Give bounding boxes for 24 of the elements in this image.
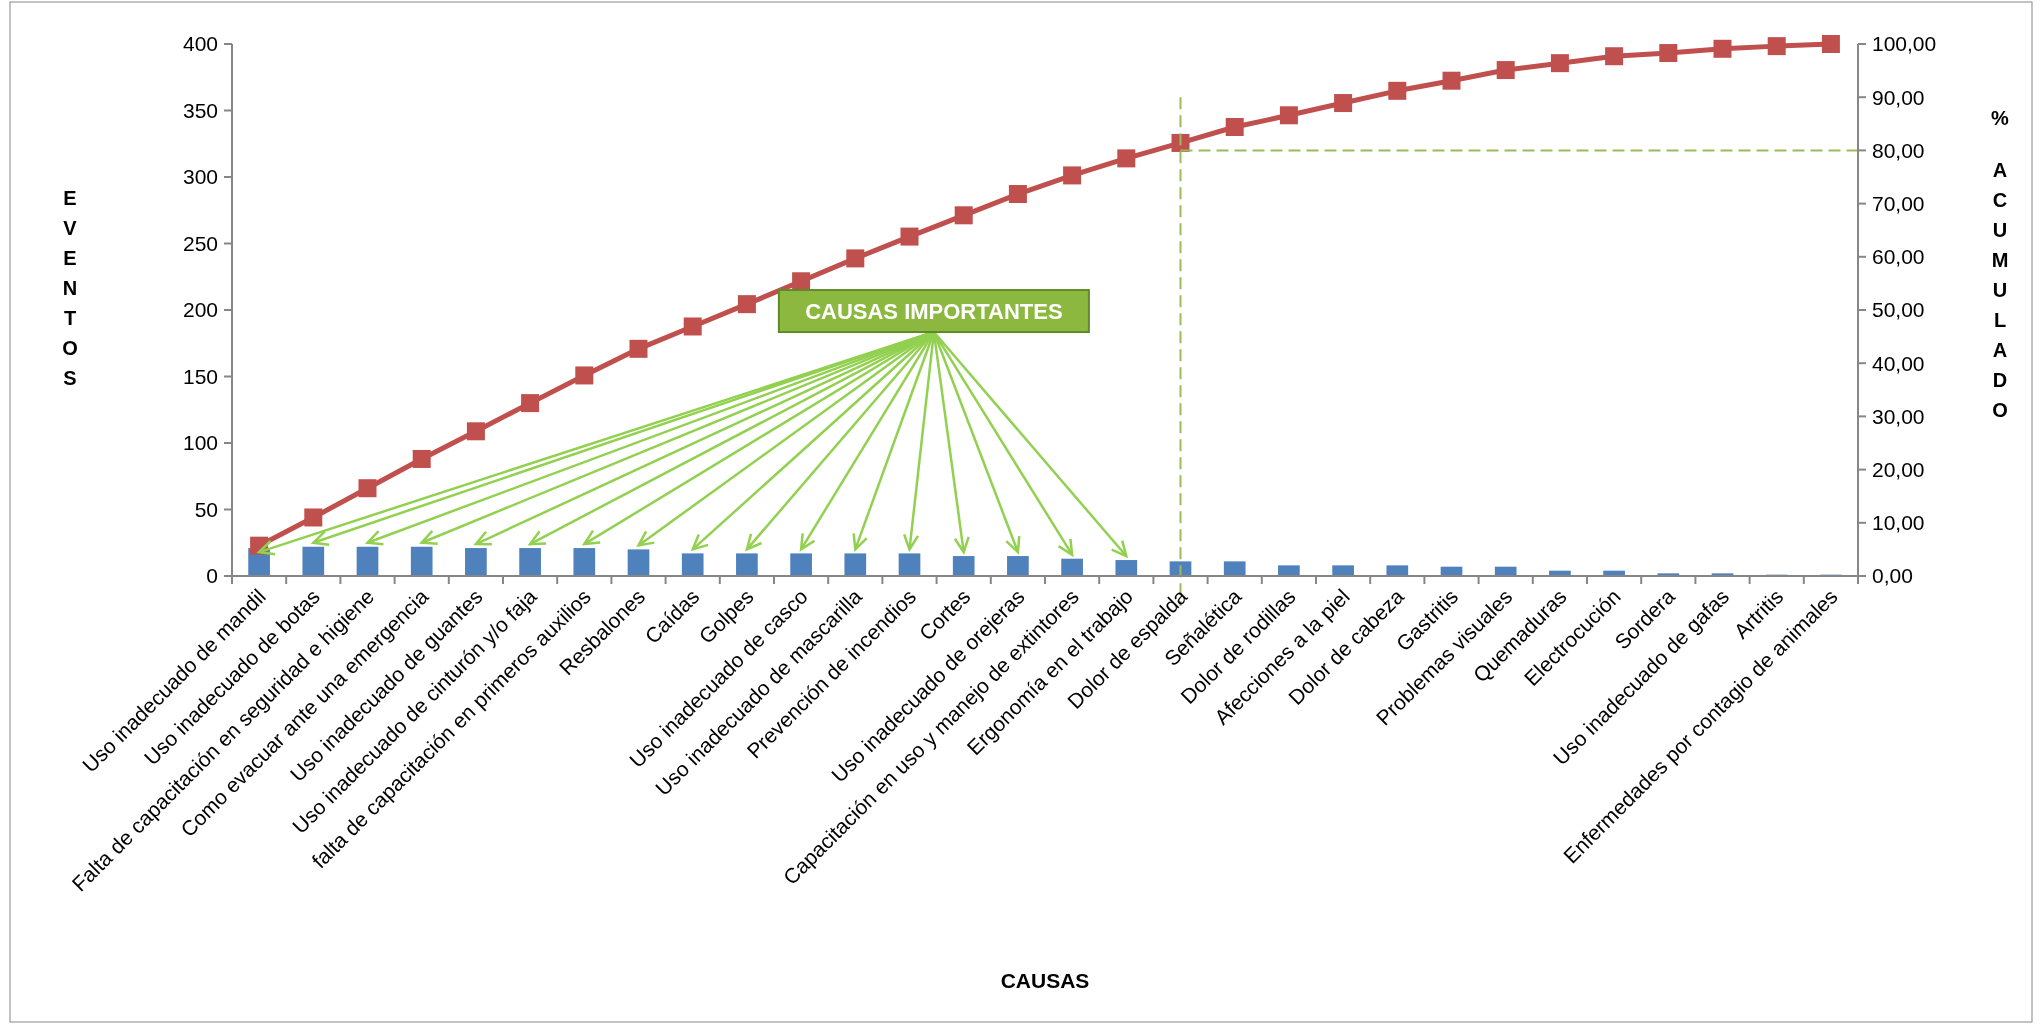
annotation: CAUSAS IMPORTANTES xyxy=(805,298,1063,324)
y2-tick-label: 70,00 xyxy=(1872,191,1925,215)
x-axis-title: CAUSAS xyxy=(1000,969,1090,992)
y-tick-label: 250 xyxy=(182,231,218,255)
y-tick-label: 300 xyxy=(182,165,218,189)
y-tick-label: 50 xyxy=(194,497,218,521)
y2-tick-label: 50,00 xyxy=(1872,298,1925,322)
y2-tick-label: 30,00 xyxy=(1872,404,1925,428)
y2-tick-label: 100,00 xyxy=(1872,32,1937,56)
y2-tick-label: 10,00 xyxy=(1872,511,1925,535)
y2-tick-label: 0,00 xyxy=(1872,564,1913,588)
text: % ACUMULADO xyxy=(1991,107,2009,421)
y-axis-title: EVENTOS xyxy=(62,187,78,389)
y-tick-label: 400 xyxy=(182,32,218,56)
y2-tick-label: 40,00 xyxy=(1872,351,1925,375)
y2-tick-label: 80,00 xyxy=(1872,138,1925,162)
y2-tick-label: 60,00 xyxy=(1872,245,1925,269)
y-tick-label: 200 xyxy=(182,298,218,322)
y2-tick-label: 20,00 xyxy=(1872,457,1925,481)
y-tick-label: 0 xyxy=(206,564,218,588)
y-tick-label: 350 xyxy=(182,98,218,122)
y-tick-label: 100 xyxy=(182,431,218,455)
y-tick-label: 150 xyxy=(182,364,218,388)
y2-tick-label: 90,00 xyxy=(1872,85,1925,109)
